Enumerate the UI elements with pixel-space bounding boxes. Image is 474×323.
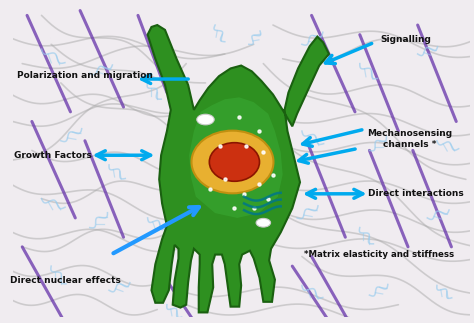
Polygon shape: [147, 25, 329, 312]
Ellipse shape: [256, 218, 271, 227]
FancyArrowPatch shape: [113, 207, 199, 253]
Ellipse shape: [210, 143, 259, 181]
FancyArrowPatch shape: [142, 75, 188, 83]
Ellipse shape: [197, 114, 214, 125]
Text: Direct nuclear effects: Direct nuclear effects: [10, 276, 121, 285]
Ellipse shape: [191, 130, 273, 193]
FancyArrowPatch shape: [299, 149, 355, 163]
Text: Polarization and migration: Polarization and migration: [17, 71, 153, 80]
Polygon shape: [189, 97, 283, 218]
Text: Signalling: Signalling: [381, 35, 431, 44]
Text: Growth Factors: Growth Factors: [14, 151, 92, 160]
FancyArrowPatch shape: [96, 151, 151, 160]
FancyArrowPatch shape: [307, 189, 363, 198]
Text: *Matrix elasticity and stiffness: *Matrix elasticity and stiffness: [304, 250, 454, 259]
Text: Mechanosensing
channels *: Mechanosensing channels *: [367, 129, 453, 149]
FancyArrowPatch shape: [302, 130, 362, 146]
Text: Direct interactions: Direct interactions: [368, 189, 464, 198]
